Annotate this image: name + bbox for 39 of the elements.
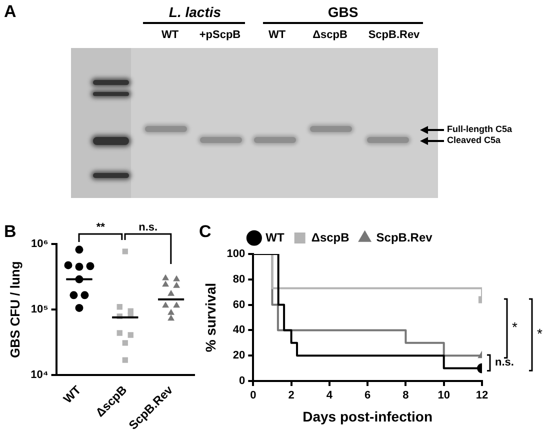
- x-tick-label: 8: [402, 390, 409, 402]
- x-tick-label: 4: [326, 390, 334, 402]
- text: n.s.: [138, 222, 158, 234]
- x-tick-label: 2: [288, 390, 294, 402]
- text: L. lactis: [168, 4, 222, 20]
- legend-label: ScpB.Rev: [376, 230, 433, 244]
- y-tick-label: 100: [226, 248, 246, 260]
- chart-title: B: [4, 222, 16, 242]
- legend-label: ΔscpB: [311, 230, 350, 244]
- text: Cleaved C5a: [447, 135, 501, 145]
- y-tick-label: 20: [232, 350, 246, 362]
- text: *: [512, 319, 518, 336]
- text: *: [537, 325, 543, 342]
- text: **: [96, 222, 106, 234]
- text: GBS: [328, 4, 358, 20]
- chart-title: C: [199, 222, 212, 242]
- text: A: [4, 2, 16, 22]
- y-tick-label: 80: [232, 273, 246, 286]
- text: WT: [161, 29, 179, 41]
- text: ΔscpB: [312, 29, 348, 41]
- text: +pScpB: [199, 29, 241, 41]
- text: n.s.: [495, 356, 514, 368]
- y-tick-label: 60: [232, 298, 246, 311]
- x-tick-label: 0: [250, 390, 256, 402]
- legend-label: WT: [266, 230, 286, 244]
- y-axis-title: % survival: [202, 282, 218, 352]
- x-tick-label: WT: [60, 382, 84, 406]
- y-tick-label: 40: [232, 324, 246, 336]
- y-axis-title: GBS CFU / lung: [7, 261, 22, 358]
- y-tick-label: 10⁶: [30, 238, 48, 250]
- x-axis-title: Days post-infection: [302, 408, 433, 424]
- text: WT: [268, 29, 286, 41]
- text: Full-length C5a: [447, 124, 512, 134]
- y-tick-label: 10⁴: [30, 369, 48, 382]
- x-tick-label: 12: [476, 390, 488, 402]
- y-tick-label: 10⁵: [30, 304, 48, 316]
- text: ScpB.Rev: [368, 29, 420, 41]
- x-tick-label: 10: [438, 390, 450, 402]
- x-tick-label: 6: [364, 390, 371, 402]
